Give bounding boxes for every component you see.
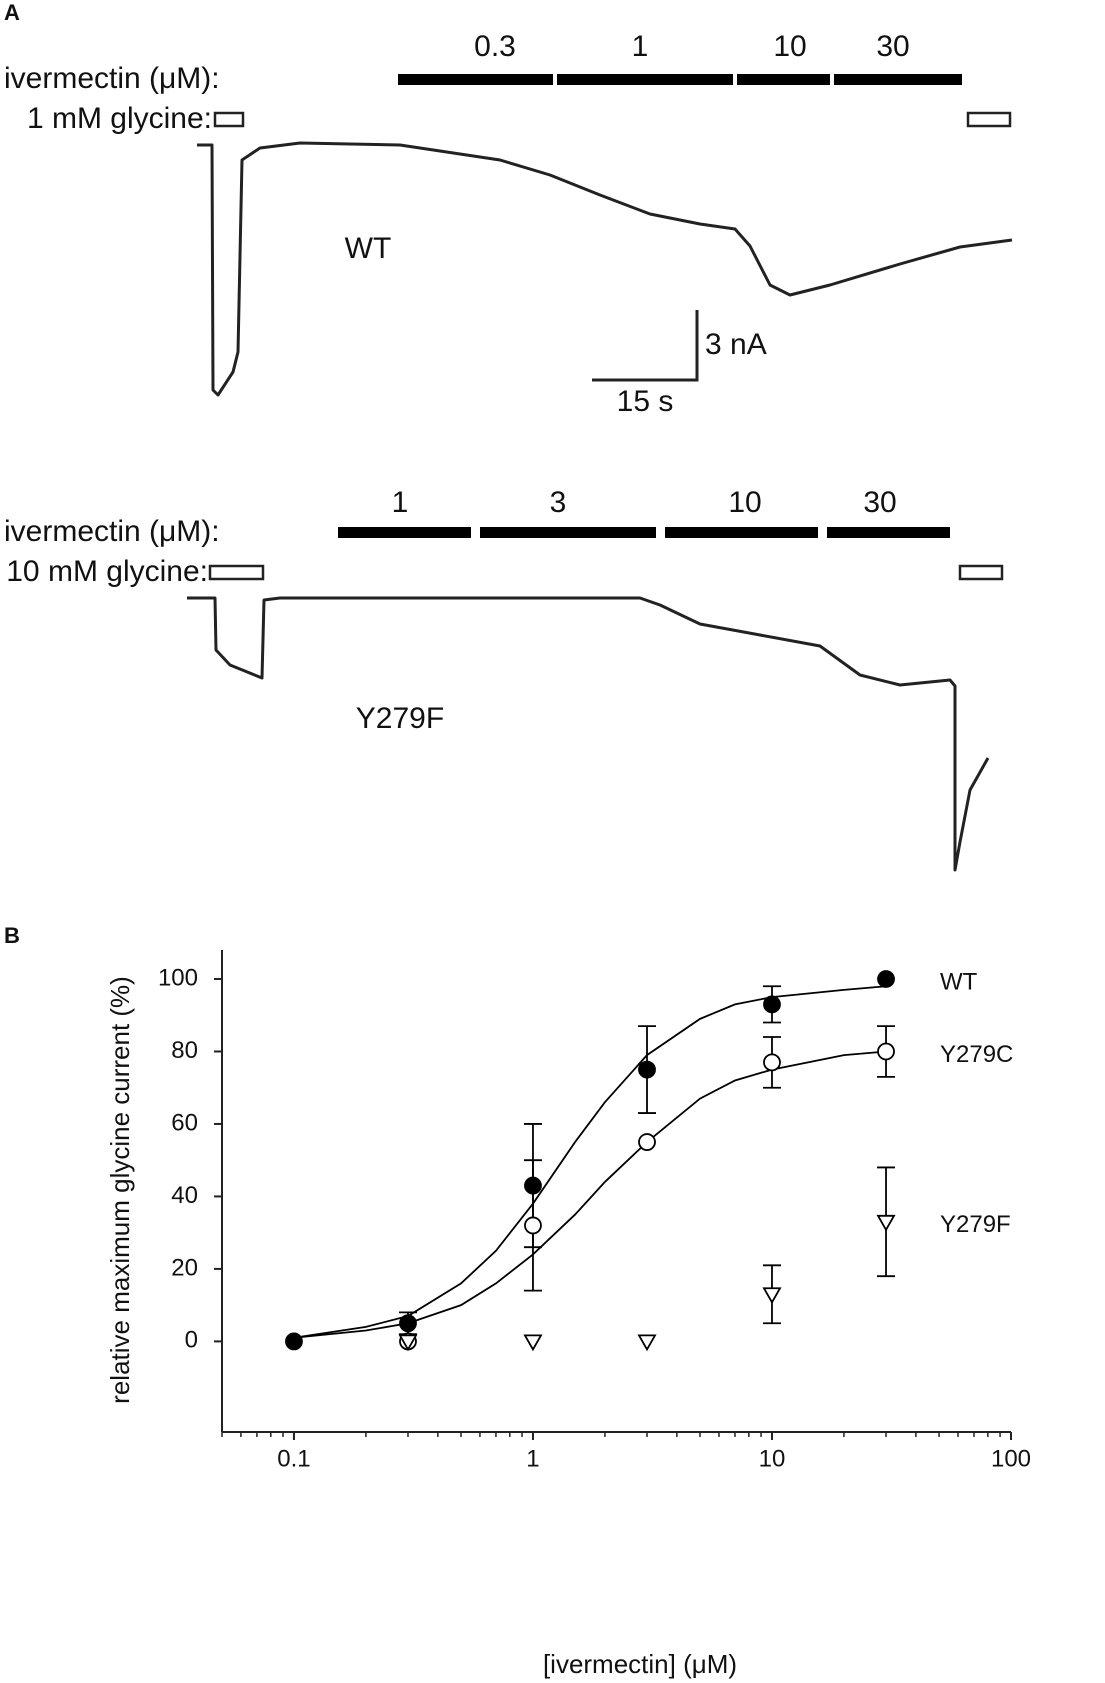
scale-current: 3 nA <box>705 328 767 361</box>
drug-bar <box>834 74 962 85</box>
concentration-label: 0.3 <box>474 30 516 63</box>
y-tick-label: 0 <box>185 1327 198 1354</box>
y-axis-title: relative maximum glycine current (%) <box>105 976 135 1404</box>
glycine-label: 1 mM glycine: <box>27 102 212 135</box>
concentration-label: 30 <box>863 486 896 519</box>
scale-bar <box>592 310 699 382</box>
panel-label: A <box>4 0 20 25</box>
point <box>638 1060 656 1079</box>
construct-label: WT <box>345 232 392 265</box>
glycine-bar <box>966 111 1012 128</box>
bar-label: ivermectin (μM): <box>4 62 220 95</box>
series-label: Y279F <box>940 1211 1011 1238</box>
x-tick-label: 1 <box>526 1445 539 1472</box>
x-axis-title: [ivermectin] (μM) <box>543 1649 737 1679</box>
drug-bar <box>480 527 656 538</box>
glycine-bar <box>213 111 245 128</box>
point <box>523 1334 543 1352</box>
y-tick-label: 60 <box>171 1109 198 1136</box>
point <box>638 1133 656 1151</box>
concentration-label: 1 <box>392 486 409 519</box>
point <box>877 1042 895 1061</box>
fit-curve <box>293 985 887 1339</box>
concentration-label: 10 <box>773 30 806 63</box>
point <box>876 1214 896 1232</box>
concentration-label: 30 <box>876 30 909 63</box>
x-tick-label: 100 <box>991 1445 1031 1472</box>
scale-time: 15 s <box>617 385 674 418</box>
series-label: Y279C <box>940 1041 1013 1068</box>
concentration-label: 1 <box>632 30 649 63</box>
point <box>285 1332 303 1351</box>
point <box>762 1287 782 1305</box>
y-tick-label: 100 <box>158 964 198 991</box>
glycine-bar <box>958 564 1004 581</box>
drug-bar <box>665 527 818 538</box>
point <box>763 995 781 1014</box>
y-tick-label: 40 <box>171 1182 198 1209</box>
concentration-label: 3 <box>550 486 567 519</box>
y-tick-label: 80 <box>171 1037 198 1064</box>
drug-bar <box>827 527 950 538</box>
point <box>398 1334 418 1352</box>
glycine-label: 10 mM glycine: <box>6 555 208 588</box>
drug-bar <box>557 74 733 85</box>
x-tick-label: 0.1 <box>277 1445 310 1472</box>
concentration-label: 10 <box>728 486 761 519</box>
panel-label: B <box>4 923 20 948</box>
point <box>399 1314 417 1333</box>
construct-label: Y279F <box>356 702 444 735</box>
drug-bar <box>737 74 830 85</box>
drug-bar <box>338 527 471 538</box>
fit-curve <box>293 1050 887 1339</box>
bar-label: ivermectin (μM): <box>4 515 220 548</box>
x-tick-label: 10 <box>759 1445 786 1472</box>
y-tick-label: 20 <box>171 1254 198 1281</box>
current-trace <box>187 596 990 872</box>
point <box>637 1334 657 1352</box>
series-label: WT <box>940 968 978 995</box>
current-trace <box>197 141 1013 397</box>
glycine-bar <box>208 564 265 581</box>
point <box>763 1053 781 1072</box>
drug-bar <box>398 74 553 85</box>
point <box>877 970 895 988</box>
point <box>524 1216 542 1235</box>
